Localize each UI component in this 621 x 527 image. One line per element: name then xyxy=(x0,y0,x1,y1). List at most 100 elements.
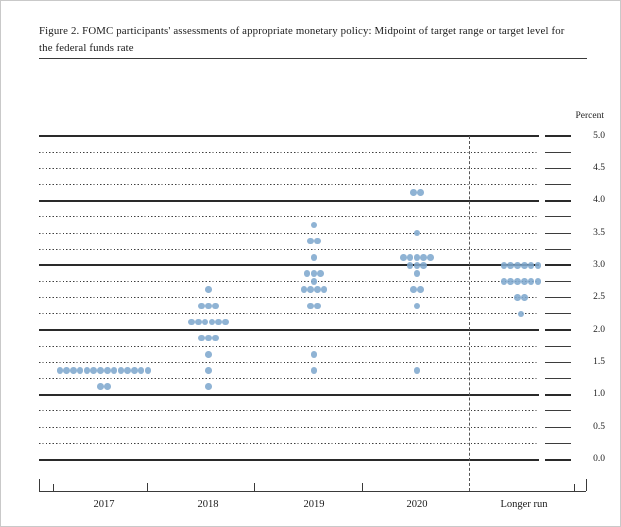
x-axis-inner-end-tick xyxy=(573,484,575,491)
projection-dot xyxy=(110,367,118,374)
gridline-3.00 xyxy=(39,264,539,267)
x-axis-end-tick xyxy=(585,478,587,491)
gridline-2.00 xyxy=(39,329,539,332)
projection-dot xyxy=(527,262,535,269)
gridline-3.50 xyxy=(39,232,539,234)
projection-dot xyxy=(97,367,104,374)
projection-dot xyxy=(211,334,219,342)
projection-dot xyxy=(521,262,528,269)
gridline-0.50 xyxy=(39,426,539,428)
dot-row-2020-2.875 xyxy=(413,270,421,277)
projection-dot xyxy=(320,286,328,293)
dot-row-2018-1.625 xyxy=(205,351,212,358)
dot-row-2020-4.125 xyxy=(410,189,424,196)
projection-dot xyxy=(514,294,521,302)
projection-dot xyxy=(534,262,542,269)
x-axis-year-separator-tick xyxy=(254,482,255,491)
projection-dot xyxy=(205,351,212,358)
gridline-label-segment xyxy=(545,361,571,363)
projection-dot xyxy=(205,302,212,310)
gridline-label-segment xyxy=(545,426,571,428)
dot-row-longer-run-3 xyxy=(500,262,542,269)
x-category-label-2018: 2018 xyxy=(197,499,219,510)
gridline-label-segment xyxy=(545,329,571,332)
projection-dot xyxy=(400,254,407,261)
projection-dot xyxy=(310,278,318,285)
projection-dot xyxy=(420,254,428,261)
x-category-label-2019: 2019 xyxy=(303,499,325,510)
gridline-1.50 xyxy=(39,361,539,363)
projection-dot xyxy=(97,383,104,390)
projection-dot xyxy=(413,229,421,237)
projection-dot xyxy=(215,318,222,326)
dot-row-2019-2.625 xyxy=(300,286,328,293)
dot-row-2017-1.375 xyxy=(56,367,152,374)
gridline-label-segment xyxy=(545,264,571,267)
gridline-0.25 xyxy=(39,442,539,444)
gridline-label-segment xyxy=(545,199,571,202)
y-tick-label: 0.5 xyxy=(593,421,605,432)
dot-row-longer-run-2.5 xyxy=(514,294,528,302)
dot-row-2019-3.375 xyxy=(307,237,321,245)
projection-dot xyxy=(307,302,314,310)
figure-title: Figure 2. FOMC participants' assessments… xyxy=(39,23,587,56)
projection-dot xyxy=(317,270,325,277)
projection-dot xyxy=(205,383,212,390)
dot-row-2018-1.125 xyxy=(205,383,212,390)
y-tick-label: 5.0 xyxy=(593,130,605,141)
gridline-4.50 xyxy=(39,167,539,169)
projection-dot xyxy=(104,383,111,390)
dot-row-longer-run-2.75 xyxy=(500,278,542,285)
dot-row-longer-run-2.25 xyxy=(517,310,525,318)
projection-dot xyxy=(205,286,212,293)
dot-row-2020-2.375 xyxy=(413,302,421,310)
projection-dot xyxy=(83,367,91,374)
projection-dot xyxy=(417,286,424,293)
y-tick-label: 4.5 xyxy=(593,162,605,173)
projection-dot xyxy=(63,367,70,374)
x-axis-line xyxy=(39,490,586,492)
projection-dot xyxy=(90,367,97,374)
figure-title-line1: Figure 2. FOMC participants' assessments… xyxy=(39,25,565,37)
gridline-4.25 xyxy=(39,184,539,186)
projection-dot xyxy=(517,310,525,318)
gridline-label-segment xyxy=(545,378,571,380)
gridline-label-segment xyxy=(545,216,571,218)
projection-dot xyxy=(131,367,138,374)
projection-dot xyxy=(413,302,421,310)
projection-dot xyxy=(420,262,428,269)
gridline-label-segment xyxy=(545,135,571,137)
projection-dot xyxy=(194,318,202,326)
projection-dot xyxy=(117,367,125,374)
dot-row-2019-3.125 xyxy=(310,254,318,261)
projection-dot xyxy=(410,189,417,196)
dot-row-2018-2.625 xyxy=(205,286,212,293)
projection-dot xyxy=(188,318,195,326)
projection-dot xyxy=(201,318,209,326)
y-tick-label: 2.0 xyxy=(593,324,605,335)
gridline-0.00 xyxy=(39,458,539,461)
dot-row-2020-3 xyxy=(406,262,428,269)
projection-dot xyxy=(413,367,421,374)
gridline-0.75 xyxy=(39,410,539,412)
gridline-label-segment xyxy=(545,232,571,234)
projection-dot xyxy=(137,367,145,374)
projection-dot xyxy=(514,262,521,269)
dot-row-2020-3.5 xyxy=(413,229,421,237)
projection-dot xyxy=(198,302,205,310)
x-category-label-2017: 2017 xyxy=(93,499,115,510)
figure-title-line2: the federal funds rate xyxy=(39,41,134,54)
gridline-2.50 xyxy=(39,297,539,299)
title-underline xyxy=(39,58,587,59)
gridline-label-segment xyxy=(545,313,571,315)
y-tick-label: 0.0 xyxy=(593,454,605,464)
projection-dot xyxy=(527,278,535,285)
gridline-label-segment xyxy=(545,281,571,283)
longer-run-separator-dashed-line xyxy=(468,136,470,491)
y-tick-label: 4.0 xyxy=(593,195,605,206)
projection-dot xyxy=(413,254,421,261)
x-axis-end-tick xyxy=(39,478,40,491)
gridline-3.75 xyxy=(39,216,539,218)
projection-dot xyxy=(205,334,212,342)
